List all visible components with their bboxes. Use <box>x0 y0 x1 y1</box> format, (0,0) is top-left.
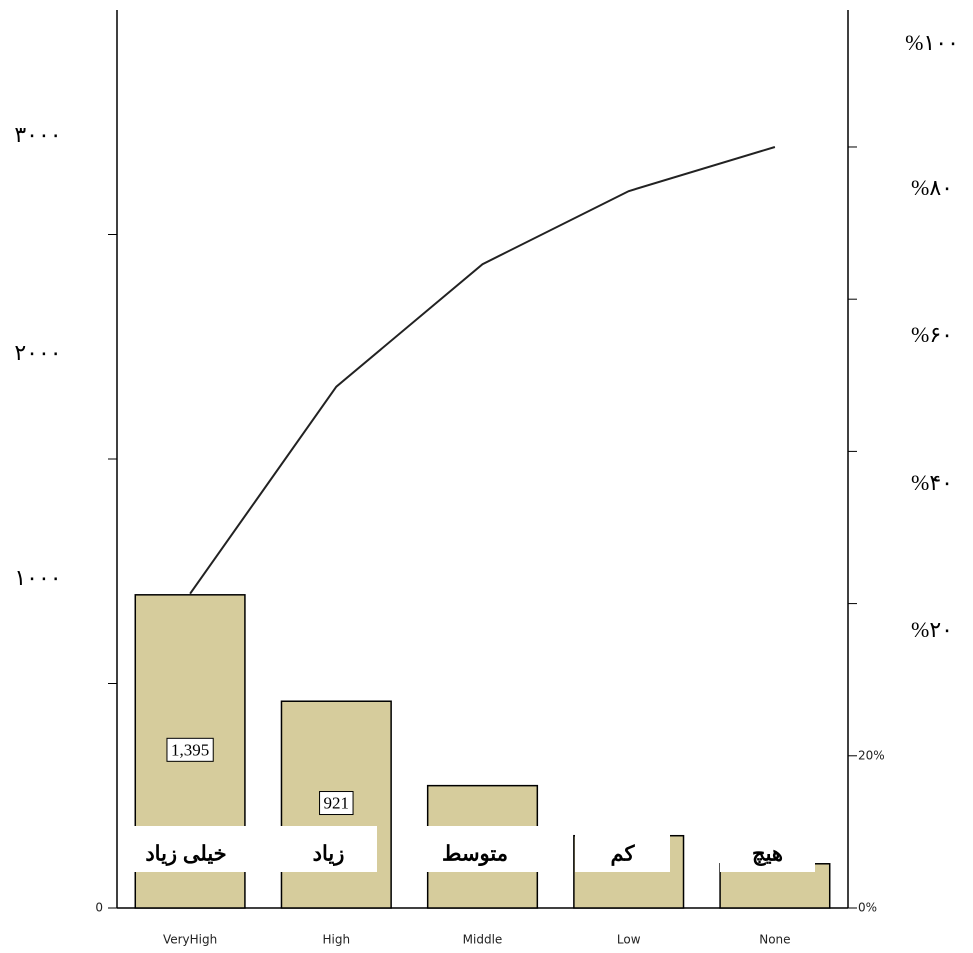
left-annotation: ۳۰۰۰ <box>14 122 61 147</box>
value-label-box <box>319 791 354 816</box>
value-label-box <box>166 737 214 762</box>
overlay-box <box>575 826 670 872</box>
right-annotation: %۱۰۰ <box>905 30 959 55</box>
right-annotation: %۶۰ <box>911 322 953 347</box>
category-overlay: خیلی زیاد <box>145 843 226 867</box>
value-label: 1,395 <box>171 740 209 759</box>
right-annotation: %۸۰ <box>911 175 953 200</box>
left-annotation: ۱۰۰۰ <box>14 565 61 590</box>
overlay-box <box>410 826 540 872</box>
category-overlay: متوسط <box>442 843 508 867</box>
x-tick-label: VeryHigh <box>163 933 217 947</box>
left-annotation: ۲۰۰۰ <box>14 340 61 365</box>
category-overlay: زیاد <box>313 843 345 867</box>
value-label: 921 <box>324 794 350 813</box>
right-annotation: %۴۰ <box>911 470 953 495</box>
cumulative-line <box>189 146 776 595</box>
overlay-box <box>280 826 377 872</box>
y-tick-label: 0 <box>95 901 103 915</box>
y2-tick-label: 0% <box>858 901 877 915</box>
x-tick-label: Middle <box>463 933 503 947</box>
x-tick-label: High <box>323 933 351 947</box>
category-overlay: کم <box>611 843 636 867</box>
overlay-box <box>720 826 815 872</box>
y2-tick-label: 20% <box>858 748 885 762</box>
category-overlay: هیچ <box>752 843 783 867</box>
x-tick-label: None <box>759 933 790 947</box>
overlay-box <box>120 826 252 872</box>
x-tick-label: Low <box>617 933 641 947</box>
right-annotation: %۲۰ <box>911 617 953 642</box>
